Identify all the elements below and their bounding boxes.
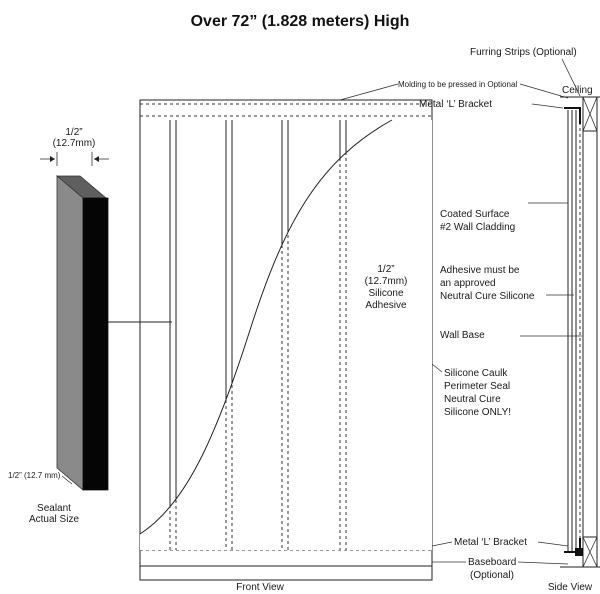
sealant-block: 1/2” (12.7mm) 1/2” (12.7 mm) Sealant Act…	[8, 127, 172, 525]
baseboard-label-line1: Baseboard	[468, 557, 516, 568]
caulk-leader	[431, 363, 443, 373]
caulk-label-line2: Perimeter Seal	[444, 381, 510, 392]
caulk-label-line4: Silicone ONLY!	[444, 407, 511, 418]
molding-leader-right	[519, 83, 569, 99]
sealant-front-face	[82, 197, 109, 491]
sealant-caption-line1: Sealant	[37, 503, 71, 514]
molding-label: Molding to be pressed in Optional	[398, 80, 517, 89]
caulk-label-line3: Neutral Cure	[444, 394, 501, 405]
dim-bottom-arrow	[61, 475, 73, 485]
panel-fold-curve	[139, 119, 393, 535]
front-view: 1/2” (12.7mm) Silicone Adhesive Front Vi…	[139, 99, 433, 593]
ceiling-label: Ceiling	[562, 85, 593, 96]
panel-fold-area	[140, 120, 432, 550]
dim-arrowhead-left	[50, 156, 55, 162]
furring-bottom-x2	[582, 536, 598, 568]
furring-top-x2	[582, 96, 598, 132]
baseboard-leader-right	[517, 561, 569, 565]
molding-leader	[339, 83, 399, 101]
sealant-top-dim-line1: 1/2”	[65, 127, 82, 138]
front-view-caption: Front View	[236, 582, 284, 593]
bracket-bottom-label: Metal ‘L’ Bracket	[454, 537, 527, 548]
furring-label: Furring Strips (Optional)	[470, 47, 577, 58]
bracket-bottom-leader-left	[431, 541, 453, 547]
adhesive-label-line4: Adhesive	[365, 300, 407, 311]
adhesive-note-line2: an approved	[440, 278, 496, 289]
adhesive-label-line2: (12.7mm)	[365, 276, 408, 287]
bracket-bottom-block	[575, 548, 583, 556]
sealant-bottom-dim: 1/2” (12.7 mm)	[8, 471, 61, 480]
dim-arrowhead-right	[94, 156, 99, 162]
adhesive-note-line1: Adhesive must be	[440, 265, 520, 276]
bracket-top-shape	[564, 107, 581, 124]
baseboard-label-line2: (Optional)	[470, 570, 514, 581]
caulk-label-line1: Silicone Caulk	[444, 368, 508, 379]
wall-base-label: Wall Base	[440, 330, 485, 341]
sealant-side-face	[56, 175, 84, 491]
callouts: Molding to be pressed in Optional Metal …	[339, 80, 582, 581]
adhesive-label-line3: Silicone	[368, 288, 403, 299]
furring-leader	[561, 58, 581, 97]
bracket-top-leader	[531, 103, 564, 109]
adhesive-label-line1: 1/2”	[377, 264, 394, 275]
sealant-top-dim-line2: (12.7mm)	[53, 138, 96, 149]
side-view: Furring Strips (Optional) Ceiling Side V…	[470, 47, 600, 593]
sealant-caption-line2: Actual Size	[29, 514, 79, 525]
wall-stud	[582, 96, 598, 568]
side-view-caption: Side View	[548, 582, 593, 593]
coated-label-line2: #2 Wall Cladding	[440, 222, 515, 233]
bracket-bottom-leader-right	[537, 541, 569, 547]
bracket-top-label: Metal ‘L’ Bracket	[419, 99, 492, 110]
coated-label-line1: Coated Surface	[440, 209, 510, 220]
adhesive-note-line3: Neutral Cure Silicone	[440, 291, 535, 302]
diagram-title: Over 72” (1.828 meters) High	[191, 13, 410, 30]
